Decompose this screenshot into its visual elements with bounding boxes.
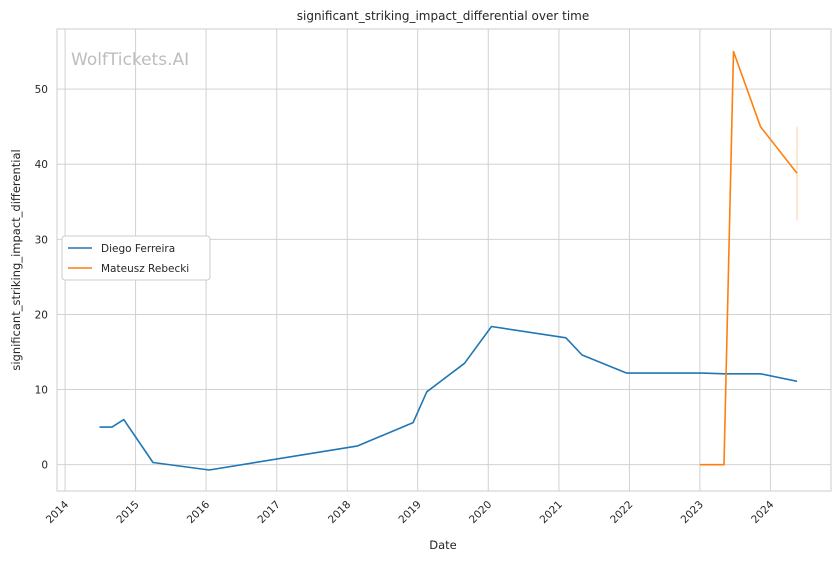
grid xyxy=(57,29,831,491)
x-tick-label: 2019 xyxy=(396,499,423,526)
x-tick-label: 2015 xyxy=(114,499,141,526)
x-tick-label: 2024 xyxy=(749,498,777,526)
legend-label-diego-ferreira: Diego Ferreira xyxy=(101,243,175,255)
chart-title: significant_striking_impact_differential… xyxy=(297,9,589,23)
legend-label-mateusz-rebecki: Mateusz Rebecki xyxy=(101,263,189,275)
legend-box xyxy=(61,235,211,281)
y-tick-label: 20 xyxy=(35,309,48,321)
legend: Diego Ferreira Mateusz Rebecki xyxy=(61,235,211,281)
series-line-mateusz-rebecki xyxy=(699,50,798,466)
x-tick-label: 2017 xyxy=(255,499,282,526)
y-tick-label: 30 xyxy=(35,234,48,246)
x-tick-label: 2018 xyxy=(326,499,353,526)
series-line-diego-ferreira xyxy=(99,325,798,471)
x-tick-label: 2020 xyxy=(467,499,494,526)
x-tick-label: 2014 xyxy=(44,498,72,526)
x-axis-label: Date xyxy=(429,538,457,552)
y-tick-label: 10 xyxy=(35,385,48,397)
x-tick-label: 2016 xyxy=(185,498,213,526)
x-tick-label: 2023 xyxy=(679,499,706,526)
y-axis: 0 10 20 30 40 50 xyxy=(35,84,48,472)
x-axis: 2014 2015 2016 2017 2018 2019 2020 2021 2022 2023… xyxy=(44,498,777,526)
y-tick-label: 40 xyxy=(35,159,48,171)
watermark: WolfTickets.AI xyxy=(71,50,189,70)
x-tick-label: 2022 xyxy=(608,499,635,526)
plot-frame xyxy=(56,28,832,492)
y-axis-label: significant_striking_impact_differential xyxy=(9,149,23,370)
series-layer xyxy=(99,50,798,471)
y-tick-label: 50 xyxy=(35,84,48,96)
y-tick-label: 0 xyxy=(41,460,48,472)
x-tick-label: 2021 xyxy=(538,499,565,526)
